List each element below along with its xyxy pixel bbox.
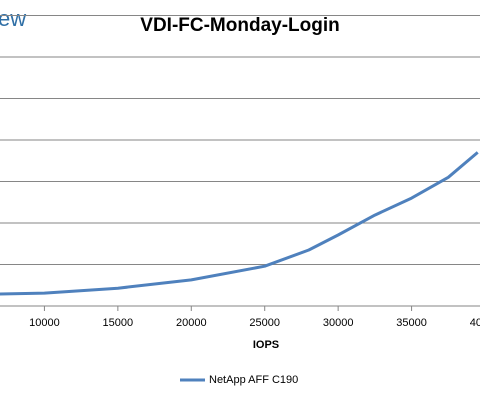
data-line: [0, 151, 479, 296]
x-tick-label: 10000: [29, 317, 60, 329]
x-axis-label: IOPS: [253, 339, 279, 351]
x-tick-label: 40000: [470, 317, 480, 329]
x-tick-label: 35000: [396, 317, 427, 329]
x-tick-label: 25000: [249, 317, 280, 329]
legend-label: NetApp AFF C190: [209, 374, 298, 386]
x-tick-label: 20000: [176, 317, 207, 329]
chart-title: VDI-FC-Monday-Login: [140, 15, 339, 36]
x-tick-label: 15000: [103, 317, 134, 329]
x-tick-label: 30000: [323, 317, 354, 329]
brand-logo: ew: [0, 6, 26, 31]
